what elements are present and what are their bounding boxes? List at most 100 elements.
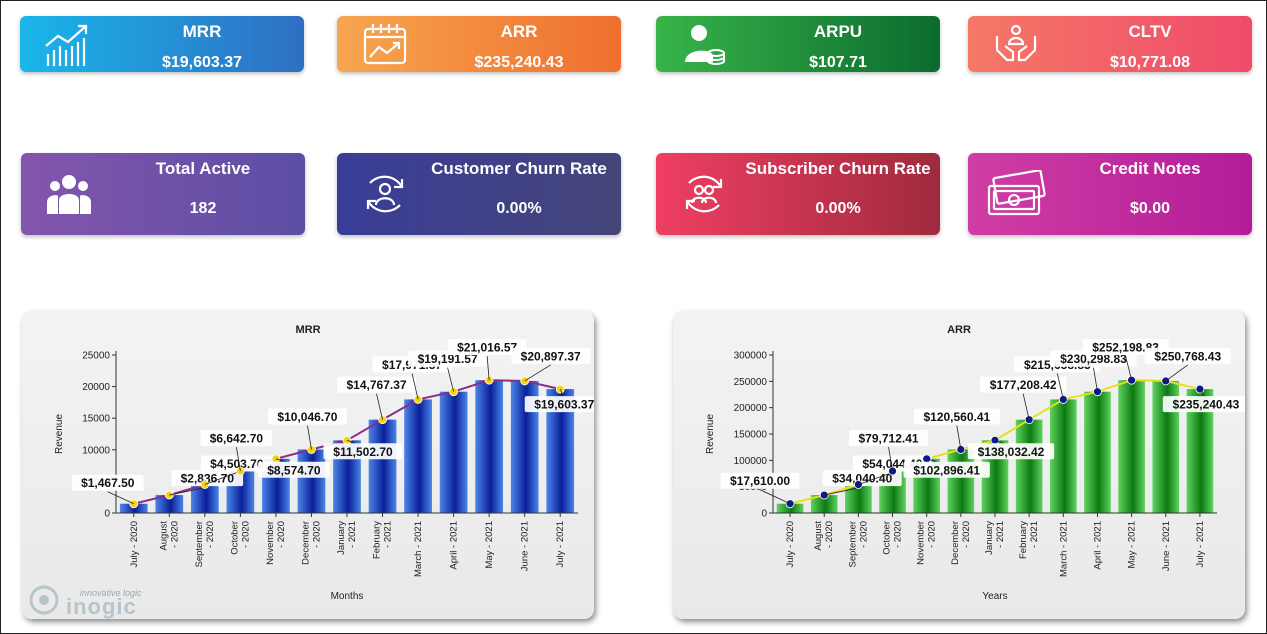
bar[interactable] [368, 419, 397, 513]
kpi-value: $107.71 [809, 54, 867, 71]
bar[interactable] [475, 380, 504, 513]
data-label: $11,502.70 [333, 445, 393, 459]
kpi-title: Total Active [155, 159, 251, 178]
data-label-box [200, 455, 273, 472]
mrr-chart-panel: MRRRevenueMonths050001000015000200002500… [22, 311, 594, 619]
label-connector [1165, 364, 1189, 382]
y-tick-label: 100000 [734, 456, 768, 467]
bar[interactable] [1049, 399, 1077, 513]
kpi-card-mrr[interactable]: MRR $19,603.37 [20, 16, 304, 72]
bar[interactable] [297, 449, 326, 513]
data-label-box [323, 443, 403, 460]
label-connector [486, 356, 490, 381]
label-connector [376, 393, 383, 420]
users-cycle-icon [656, 153, 751, 235]
calendar-trend-icon [337, 16, 432, 72]
data-label: $79,712.41 [859, 432, 919, 446]
data-label-box [171, 470, 244, 487]
data-label: $14,767.37 [347, 378, 407, 392]
data-label: $1,467.50 [81, 476, 135, 490]
y-tick-label: 10000 [82, 445, 110, 456]
label-connector [204, 472, 237, 485]
kpi-card-customer-churn[interactable]: Customer Churn Rate 0.00% [337, 153, 621, 235]
data-point[interactable] [449, 387, 459, 397]
data-label-box [200, 430, 273, 447]
bar-chart-trend-icon [20, 16, 115, 72]
bar[interactable] [776, 503, 804, 513]
kpi-value: 0.00% [815, 200, 861, 217]
chart-title: MRR [295, 324, 320, 336]
label-connector [235, 446, 241, 472]
data-label: $2,836.70 [181, 472, 235, 486]
kpi-card-total-active[interactable]: Total Active 182 [21, 153, 305, 235]
bar[interactable] [404, 399, 432, 513]
data-label-box [1162, 396, 1245, 413]
data-label: $102,896.41 [913, 463, 980, 477]
data-label-box [1144, 347, 1231, 364]
data-label: $250,768.43 [1154, 349, 1221, 363]
data-label-box [71, 474, 144, 491]
data-point[interactable] [956, 445, 966, 454]
data-label-box [524, 396, 594, 413]
data-point[interactable] [1093, 387, 1102, 397]
data-label: $19,191.57 [418, 352, 478, 366]
kpi-card-cltv[interactable]: CLTV $10,771.08 [968, 16, 1252, 72]
label-connector [1022, 393, 1030, 420]
kpi-title: Credit Notes [1099, 159, 1201, 178]
y-tick-label: 150000 [734, 430, 768, 441]
y-axis-label: Revenue [54, 414, 65, 454]
kpi-card-arpu[interactable]: ARPU $107.71 [656, 16, 940, 72]
label-connector [1093, 367, 1098, 392]
bar[interactable] [155, 495, 184, 513]
bar[interactable] [1084, 391, 1111, 513]
x-tick-label: November- 2020 [265, 521, 287, 565]
x-tick-label: February- 2021 [372, 521, 394, 559]
y-tick-label: 25000 [82, 351, 110, 362]
logo-tagline: innovative logic [80, 588, 142, 598]
label-connector [524, 364, 551, 382]
bar[interactable] [947, 449, 975, 513]
kpi-value: $10,771.08 [1109, 54, 1191, 71]
data-label-box [913, 408, 1000, 425]
label-connector [824, 486, 863, 496]
user-coins-icon [656, 16, 751, 72]
kpi-card-subscriber-churn[interactable]: Subscriber Churn Rate 0.00% [656, 153, 940, 235]
data-label: $138,032.42 [978, 445, 1045, 459]
x-tick-label: June - 2021 [520, 521, 531, 571]
x-tick-label: July - 2020 [785, 521, 796, 567]
data-point[interactable] [990, 435, 1000, 445]
data-label: $19,603.37 [534, 398, 594, 412]
bar[interactable] [810, 495, 838, 513]
inogic-logo: innovative logic inogic [28, 582, 142, 621]
data-point[interactable] [378, 415, 387, 425]
label-connector [307, 425, 312, 450]
label-connector [858, 472, 893, 485]
x-tick-label: October- 2020 [229, 521, 251, 555]
kpi-title: ARPU [813, 22, 863, 41]
bar[interactable] [119, 503, 148, 513]
data-point[interactable] [342, 435, 352, 445]
bar[interactable] [845, 484, 872, 513]
label-connector [411, 373, 419, 400]
label-connector [169, 486, 208, 496]
kpi-title: ARR [500, 22, 538, 41]
data-point[interactable] [555, 384, 565, 394]
x-tick-label: June - 2021 [1161, 521, 1172, 571]
bar[interactable] [1015, 419, 1043, 513]
data-label: $17,610.00 [730, 474, 790, 488]
data-label: $6,642.70 [210, 432, 264, 446]
label-connector [759, 489, 791, 505]
x-tick-label: July - 2021 [555, 521, 566, 567]
data-point[interactable] [1195, 384, 1205, 394]
data-label-box [447, 339, 527, 356]
label-connector [107, 491, 134, 505]
bar[interactable] [439, 391, 468, 513]
kpi-card-credit-notes[interactable]: Credit Notes $0.00 [968, 153, 1252, 235]
data-label: $230,298.83 [1060, 352, 1127, 366]
mrr-chart: MRRRevenueMonths050001000015000200002500… [54, 324, 594, 602]
x-tick-label: January- 2021 [336, 521, 358, 555]
kpi-card-arr[interactable]: ARR $235,240.43 [337, 16, 621, 72]
bar[interactable] [1118, 380, 1145, 513]
data-label-box [822, 470, 902, 487]
y-tick-label: 250000 [734, 377, 768, 388]
